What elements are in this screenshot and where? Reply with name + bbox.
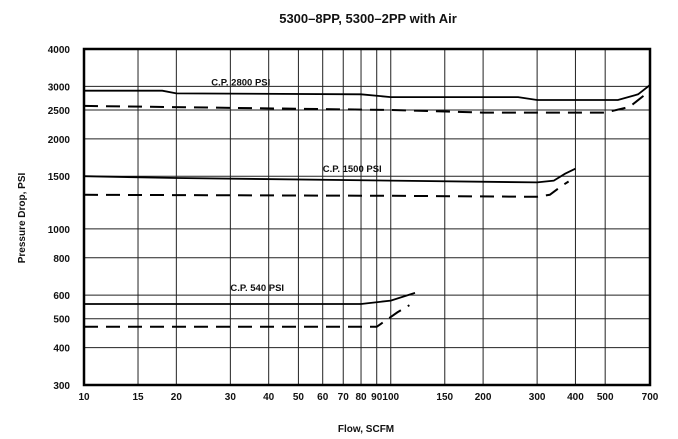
x-tick-label: 150 bbox=[436, 392, 453, 403]
solid-curve-2 bbox=[83, 167, 576, 184]
dashed-curve-3 bbox=[83, 180, 570, 198]
plot-frame bbox=[82, 47, 652, 387]
y-tick-label: 1500 bbox=[48, 172, 71, 183]
x-tick-label: 50 bbox=[293, 392, 305, 403]
y-tick-label: 300 bbox=[53, 381, 70, 392]
y-tick-label: 2000 bbox=[48, 135, 71, 146]
x-tick-label: 100 bbox=[382, 392, 399, 403]
x-tick-label: 70 bbox=[338, 392, 350, 403]
x-tick-label: 500 bbox=[597, 392, 614, 403]
x-tick-label: 300 bbox=[529, 392, 546, 403]
y-tick-labels: 300 400 500 600 800 1000 1500 2000 2500 3000 4000 bbox=[48, 45, 71, 392]
x-axis-label: Flow, SCFM bbox=[338, 424, 394, 435]
y-tick-label: 800 bbox=[53, 254, 70, 265]
y-tick-label: 2500 bbox=[48, 106, 71, 117]
curve-annotation: C.P. 1500 PSI bbox=[323, 164, 382, 175]
y-tick-label: 3000 bbox=[48, 82, 71, 93]
x-tick-label: 200 bbox=[475, 392, 492, 403]
y-tick-label: 600 bbox=[53, 291, 70, 302]
x-tick-label: 700 bbox=[642, 392, 659, 403]
annotations: C.P. 2800 PSI C.P. 1500 PSI C.P. 540 PSI bbox=[211, 77, 381, 293]
x-tick-label: 30 bbox=[225, 392, 237, 403]
x-tick-label: 40 bbox=[263, 392, 275, 403]
y-tick-label: 4000 bbox=[48, 45, 71, 56]
y-tick-label: 1000 bbox=[48, 225, 71, 236]
curve-annotation: C.P. 540 PSI bbox=[230, 283, 284, 294]
curve-annotation: C.P. 2800 PSI bbox=[211, 77, 270, 88]
y-tick-label: 400 bbox=[53, 344, 70, 355]
y-tick-label: 500 bbox=[53, 315, 70, 326]
x-tick-label: 20 bbox=[171, 392, 183, 403]
y-axis-label: Pressure Drop, PSI bbox=[17, 172, 28, 263]
chart-title: 5300–8PP, 5300–2PP with Air bbox=[279, 11, 457, 26]
x-tick-label: 10 bbox=[78, 392, 90, 403]
x-tick-label: 400 bbox=[567, 392, 584, 403]
solid-curve-0 bbox=[84, 84, 651, 101]
x-tick-label: 80 bbox=[355, 392, 367, 403]
dashed-curve-1 bbox=[83, 89, 651, 114]
solid-curve-4 bbox=[84, 292, 416, 305]
series-group bbox=[83, 84, 651, 328]
x-tick-labels: 10 15 20 30 40 50 60 70 80 90 100 150 200 300 400 500 70… bbox=[78, 392, 658, 403]
x-tick-label: 90 bbox=[371, 392, 383, 403]
x-tick-label: 15 bbox=[132, 392, 144, 403]
x-tick-label: 60 bbox=[317, 392, 329, 403]
